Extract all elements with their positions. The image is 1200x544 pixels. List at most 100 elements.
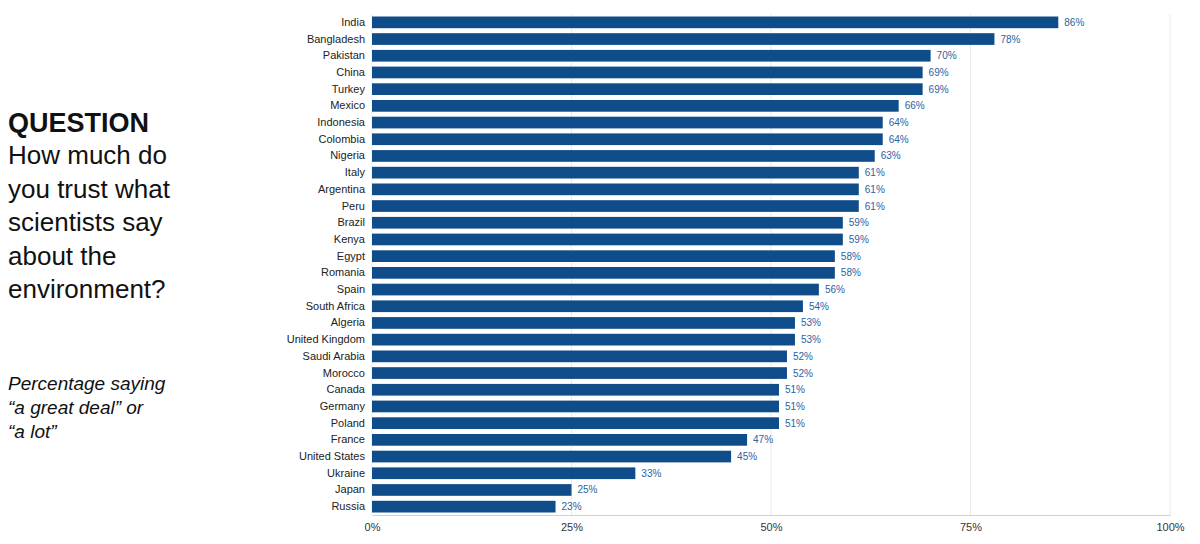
- y-tick: Brazil: [337, 216, 365, 228]
- bar: [372, 100, 899, 112]
- y-tick: Pakistan: [323, 49, 365, 61]
- category-label: Italy: [345, 166, 366, 178]
- data-label: 54%: [809, 301, 829, 312]
- bar: [372, 417, 779, 429]
- y-tick: Peru: [342, 200, 365, 212]
- bars: [372, 17, 1058, 513]
- y-tick: Kenya: [334, 233, 366, 245]
- y-tick: Nigeria: [330, 149, 366, 161]
- bar: [372, 384, 779, 396]
- category-label: Nigeria: [330, 149, 366, 161]
- data-label: 52%: [793, 351, 813, 362]
- data-label: 53%: [801, 334, 821, 345]
- y-tick: Romania: [321, 266, 366, 278]
- bar: [372, 484, 572, 496]
- category-label: Egypt: [337, 250, 365, 262]
- data-label: 58%: [841, 251, 861, 262]
- y-axis: IndiaBangladeshPakistanChinaTurkeyMexico…: [287, 16, 366, 512]
- bar: [372, 351, 787, 363]
- category-label: Russia: [331, 500, 366, 512]
- y-tick: China: [336, 66, 366, 78]
- bar: [372, 150, 875, 162]
- category-label: Canada: [326, 383, 365, 395]
- x-tick: 100%: [1156, 515, 1184, 533]
- data-label: 69%: [929, 84, 949, 95]
- y-tick: United Kingdom: [287, 333, 365, 345]
- y-tick: France: [331, 433, 365, 445]
- y-tick: Germany: [320, 400, 366, 412]
- category-label: Argentina: [318, 183, 366, 195]
- category-label: India: [341, 16, 366, 28]
- x-tick-label: 75%: [960, 521, 982, 533]
- category-label: Turkey: [332, 83, 366, 95]
- data-label: 61%: [865, 184, 885, 195]
- bar: [372, 267, 835, 279]
- data-label: 33%: [641, 468, 661, 479]
- y-tick: Ukraine: [327, 467, 365, 479]
- data-label: 78%: [1000, 34, 1020, 45]
- category-label: Ukraine: [327, 467, 365, 479]
- y-tick: Poland: [331, 417, 365, 429]
- bar: [372, 167, 859, 179]
- bar: [372, 467, 635, 479]
- data-label: 64%: [889, 134, 909, 145]
- x-tick: 25%: [561, 515, 583, 533]
- data-labels: 86%78%70%69%69%66%64%64%63%61%61%61%59%5…: [562, 17, 1085, 512]
- category-label: Saudi Arabia: [303, 350, 366, 362]
- bar: [372, 434, 747, 446]
- y-tick: Russia: [331, 500, 366, 512]
- data-label: 63%: [881, 150, 901, 161]
- y-tick: India: [341, 16, 366, 28]
- x-tick: 50%: [760, 515, 782, 533]
- y-tick: Japan: [335, 483, 365, 495]
- annotation-line: “a lot”: [8, 421, 58, 442]
- category-label: Poland: [331, 417, 365, 429]
- category-label: Germany: [320, 400, 366, 412]
- bar: [372, 17, 1058, 29]
- annotation-line: Percentage saying: [8, 373, 166, 394]
- category-label: United Kingdom: [287, 333, 365, 345]
- y-tick: Spain: [337, 283, 365, 295]
- category-label: Peru: [342, 200, 365, 212]
- y-tick: Bangladesh: [307, 33, 365, 45]
- y-tick: Saudi Arabia: [303, 350, 366, 362]
- category-label: Algeria: [331, 316, 366, 328]
- y-tick: Turkey: [332, 83, 366, 95]
- subtitle: How much doyou trust whatscientists saya…: [8, 140, 171, 304]
- bar: [372, 217, 843, 229]
- bar: [372, 334, 795, 346]
- data-label: 61%: [865, 167, 885, 178]
- x-axis-line: [373, 515, 1171, 516]
- data-label: 45%: [737, 451, 757, 462]
- x-tick: 0%: [365, 515, 381, 533]
- data-label: 66%: [905, 100, 925, 111]
- data-label: 56%: [825, 284, 845, 295]
- bar: [372, 451, 731, 463]
- x-tick: 75%: [960, 515, 982, 533]
- category-label: United States: [299, 450, 366, 462]
- y-tick: Canada: [326, 383, 365, 395]
- data-label: 86%: [1064, 17, 1084, 28]
- bar: [372, 83, 923, 95]
- data-label: 53%: [801, 317, 821, 328]
- x-tick-label: 50%: [760, 521, 782, 533]
- bar: [372, 184, 859, 196]
- category-label: Kenya: [334, 233, 366, 245]
- bar: [372, 200, 859, 212]
- bar: [372, 250, 835, 262]
- y-tick: Italy: [345, 166, 366, 178]
- data-label: 51%: [785, 384, 805, 395]
- subtitle-line: you trust what: [8, 174, 171, 204]
- bar: [372, 317, 795, 329]
- category-label: Indonesia: [317, 116, 366, 128]
- data-label: 23%: [562, 501, 582, 512]
- category-label: Brazil: [337, 216, 365, 228]
- category-label: Bangladesh: [307, 33, 365, 45]
- data-label: 51%: [785, 418, 805, 429]
- bar: [372, 33, 994, 45]
- data-label: 70%: [937, 50, 957, 61]
- x-tick-label: 25%: [561, 521, 583, 533]
- bar: [372, 117, 883, 129]
- subtitle-line: about the: [8, 241, 116, 271]
- y-tick: Argentina: [318, 183, 366, 195]
